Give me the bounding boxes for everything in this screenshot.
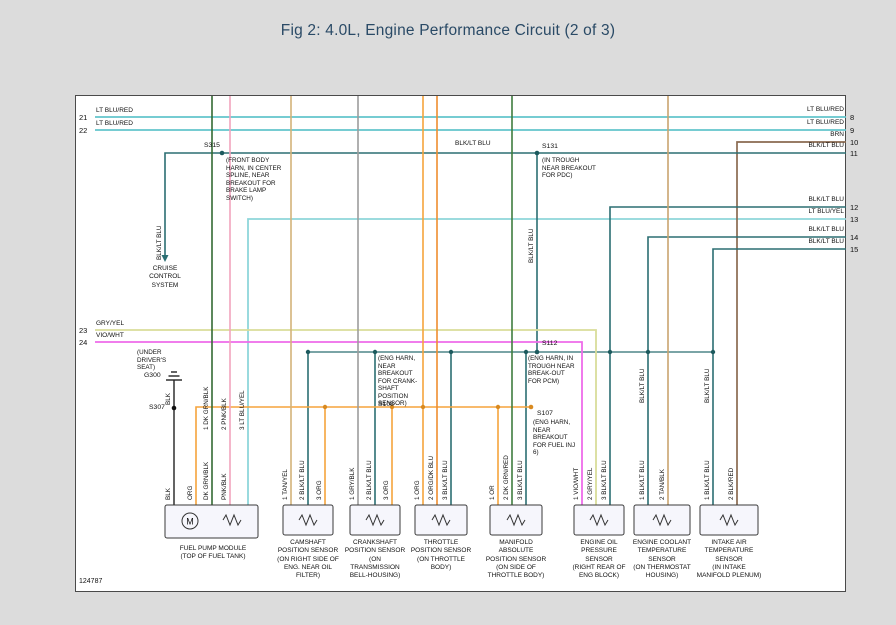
component-location: (ON THROTTLE BODY) — [417, 555, 465, 571]
wire-label-crank-2: 2 BLK/LT BLU — [366, 460, 373, 500]
component-location: (ON TRANSMISSION BELL-HOUSING) — [349, 555, 401, 580]
wire-label-tps-2: 2 ORG/DK BLU — [428, 455, 435, 500]
splice-id-s307: S307 — [149, 404, 165, 411]
wire-label-12: BLK/LT BLU — [808, 196, 844, 203]
wire-label-pump-4: PNK/BLK — [221, 473, 228, 500]
wire-label-map-2: 2 DK GRN/RED — [503, 455, 510, 500]
wire-label-cam-1: 1 TAN/YEL — [282, 469, 289, 500]
component-name: ENGINE OIL PRESSURE SENSOR — [580, 539, 618, 563]
splice-id-s112: S112 — [542, 340, 558, 347]
component-location: (ON SIDE OF THROTTLE BODY) — [487, 563, 545, 580]
wire-label-tps-1: 1 ORG — [414, 480, 421, 500]
pcm-pin-number-9: 9 — [850, 126, 855, 135]
wire-label-coolant-ground: BLK/LT BLU — [639, 368, 646, 403]
component-caption-map-sensor: MANIFOLD ABSOLUTE POSITION SENSOR (ON SI… — [485, 539, 547, 581]
pcm-pin-number-10: 10 — [850, 138, 859, 147]
component-name: MANIFOLD ABSOLUTE POSITION SENSOR — [485, 539, 547, 563]
figure-title: Fig 2: 4.0L, Engine Performance Circuit … — [280, 22, 616, 39]
component-caption-crank-sensor: CRANKSHAFT POSITION SENSOR (ON TRANSMISS… — [344, 539, 406, 581]
component-location: (ON THERMOSTAT HOUSING) — [633, 563, 691, 580]
pcm-pin-number-22: 22 — [79, 126, 88, 135]
component-name: CAMSHAFT POSITION SENSOR — [277, 539, 339, 555]
component-caption-tps: THROTTLE POSITION SENSOR (ON THROTTLE BO… — [410, 539, 472, 572]
splice-note-s315: (FRONT BODY HARN, IN CENTER SPLINE, NEAR… — [226, 157, 282, 202]
pcm-pin-number-11: 11 — [850, 149, 858, 158]
component-name: CRANKSHAFT POSITION SENSOR — [344, 539, 406, 555]
wire-label-cruise-vert: BLK/LT BLU — [156, 225, 163, 260]
wire-label-coolant-1: 1 BLK/LT BLU — [639, 460, 646, 500]
splice-id-s131: S131 — [542, 143, 558, 150]
pcm-pin-number-23: 23 — [79, 326, 88, 335]
splice-id-s108: S108 — [378, 401, 394, 408]
wire-label-map-1: 1 OR — [489, 485, 496, 500]
component-caption-fuel-pump: FUEL PUMP MODULE (TOP OF FUEL TANK) — [167, 545, 259, 562]
wire-label-11: BLK/LT BLU — [808, 142, 844, 149]
pcm-pin-number-8: 8 — [850, 113, 855, 122]
component-name: FUEL PUMP MODULE — [179, 545, 247, 552]
component-caption-intake-air-temp: INTAKE AIR TEMPERATURE SENSOR (IN INTAKE… — [696, 539, 762, 581]
wire-label-pump-upper-3: 3 LT BLU/YEL — [239, 390, 246, 430]
pcm-pin-number-15: 15 — [850, 245, 859, 254]
wire-label-13: LT BLU/YEL — [808, 208, 844, 215]
wire-label-8: LT BLU/RED — [807, 106, 844, 113]
wire-label-10: BRN — [830, 131, 844, 138]
wire-label-24: VIO/WHT — [96, 332, 124, 339]
wire-label-crank-3: 3 ORG — [383, 480, 390, 500]
wire-label-pump-1: BLK — [165, 488, 172, 500]
splice-id-s315: S315 — [204, 142, 220, 149]
component-name: THROTTLE POSITION SENSOR — [410, 539, 472, 555]
bus-wire-label: BLK/LT BLU — [455, 140, 491, 147]
wire-label-pump-upper-2: 2 PNK/BLK — [221, 398, 228, 430]
wire-label-9: LT BLU/RED — [807, 119, 844, 126]
wire-label-intake-ground: BLK/LT BLU — [704, 368, 711, 403]
pcm-pin-number-13: 13 — [850, 215, 859, 224]
wire-label-s131-branch: BLK/LT BLU — [528, 228, 535, 263]
wire-label-21: LT BLU/RED — [96, 107, 133, 114]
component-name: INTAKE AIR TEMPERATURE SENSOR — [704, 539, 754, 563]
wire-label-oil-2: 2 GRY/YEL — [587, 467, 594, 500]
splice-note-s107: (ENG HARN, NEAR BREAKOUT FOR FUEL INJ 6) — [533, 419, 576, 457]
wire-label-pump-2: ORG — [187, 485, 194, 500]
wire-label-14: BLK/LT BLU — [808, 226, 844, 233]
cruise-control-label: CRUISE CONTROL SYSTEM — [149, 265, 181, 289]
wire-label-oil-3: 3 BLK/LT BLU — [601, 460, 608, 500]
component-caption-oil-pressure: ENGINE OIL PRESSURE SENSOR (RIGHT REAR O… — [568, 539, 630, 581]
wire-label-pump-upper-1: 1 DK GRN/BLK — [203, 386, 210, 430]
wire-label-map-3: 3 BLK/LT BLU — [517, 460, 524, 500]
component-location: (RIGHT REAR OF ENG BLOCK) — [572, 563, 626, 580]
pcm-pin-number-14: 14 — [850, 233, 859, 242]
wire-label-pump-3: DK GRN/BLK — [203, 461, 210, 500]
wire-label-cam-2: 2 BLK/LT BLU — [299, 460, 306, 500]
wire-label-23: GRY/YEL — [96, 320, 125, 327]
component-location: (TOP OF FUEL TANK) — [180, 553, 246, 561]
pcm-pin-number-24: 24 — [79, 338, 88, 347]
wire-label-coolant-2: 2 TAN/BLK — [659, 469, 666, 500]
wire-label-15: BLK/LT BLU — [808, 238, 844, 245]
component-location: (ON RIGHT SIDE OF ENG. NEAR OIL FILTER) — [277, 555, 339, 580]
figure-code: 124787 — [79, 578, 103, 585]
splice-note-s108: (ENG HARN, NEAR BREAKOUT FOR CRANK-SHAFT… — [378, 355, 418, 408]
splice-note-s131: (IN TROUGH NEAR BREAKOUT FOR PDC) — [542, 157, 596, 180]
wire-label-intake-1: 1 BLK/LT BLU — [704, 460, 711, 500]
wire-label-crank-1: 1 GRY/BLK — [349, 467, 356, 500]
diagram-canvas — [75, 95, 846, 592]
wire-label-tps-3: 3 BLK/LT BLU — [442, 460, 449, 500]
component-caption-coolant-temp: ENGINE COOLANT TEMPERATURE SENSOR (ON TH… — [629, 539, 695, 581]
wire-label-cam-3: 3 ORG — [316, 480, 323, 500]
component-location: (IN INTAKE MANIFOLD PLENUM) — [696, 563, 762, 580]
pcm-pin-number-21: 21 — [79, 113, 88, 122]
wire-label-intake-2: 2 BLK/RED — [728, 467, 735, 500]
wire-label-pump-ground-upper: BLK — [165, 393, 172, 405]
component-caption-cam-sensor: CAMSHAFT POSITION SENSOR (ON RIGHT SIDE … — [277, 539, 339, 581]
splice-note-s112: (ENG HARN, IN TROUGH NEAR BREAK-OUT FOR … — [528, 355, 575, 385]
splice-id-s107: S107 — [537, 410, 553, 417]
ground-note-g300: (UNDER DRIVER'S SEAT) — [137, 349, 167, 372]
component-name: ENGINE COOLANT TEMPERATURE SENSOR — [632, 539, 692, 563]
ground-id-g300: G300 — [144, 372, 161, 379]
wire-label-oil-1: 1 VIO/WHT — [573, 467, 580, 500]
pcm-pin-number-12: 12 — [850, 203, 859, 212]
wire-label-22: LT BLU/RED — [96, 120, 133, 127]
